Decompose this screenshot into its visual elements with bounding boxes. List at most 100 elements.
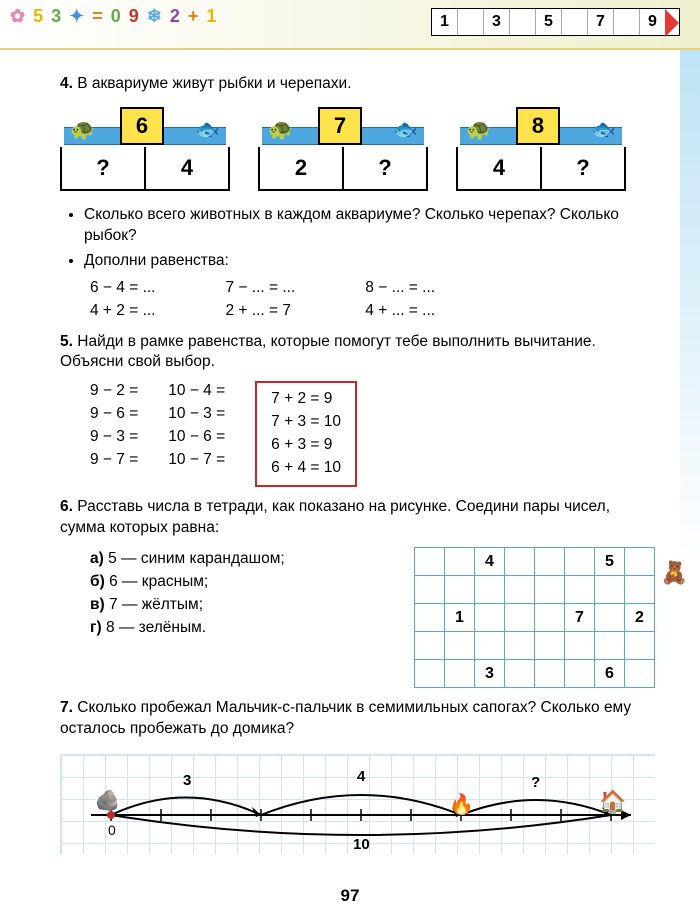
task-7: 7. Сколько пробежал Мальчик-с-пальчик в … — [60, 698, 655, 854]
grid-cell — [625, 547, 655, 575]
grid-cell — [625, 575, 655, 603]
grid-cell — [475, 631, 505, 659]
equation: 6 + 3 = 9 — [271, 435, 341, 456]
list-key: в) — [90, 596, 105, 613]
task6-list: а) 5 — синим карандашом; б) 6 — красным;… — [90, 549, 396, 639]
ruler-cell — [614, 9, 640, 35]
grid-cell — [445, 547, 475, 575]
ruler-cell: 1 — [432, 9, 458, 35]
ruler-cell: 7 — [588, 9, 614, 35]
svg-text:🔥: 🔥 — [449, 792, 474, 816]
grid-cell: 1 — [445, 603, 475, 631]
list-text: — синим карандашом; — [121, 550, 285, 567]
aquarium-total: 8 — [516, 107, 560, 145]
svg-text:10: 10 — [353, 836, 370, 853]
equation: 4 + 2 = ... — [90, 301, 156, 322]
task-5: 5. Найди в рамке равенства, которые помо… — [60, 332, 655, 488]
grid-cell — [445, 575, 475, 603]
grid-cell — [625, 631, 655, 659]
task-number: 6. — [60, 498, 73, 515]
task5-col1: 9 − 2 = 9 − 6 = 9 − 3 = 9 − 7 = — [90, 381, 138, 487]
grid-cell — [535, 603, 565, 631]
equation: 9 − 3 = — [90, 427, 138, 448]
aquarium-cell: 2 — [260, 147, 344, 189]
task-number: 5. — [60, 333, 73, 350]
fish-icon: 🐟 — [393, 117, 418, 144]
equation: 10 − 4 = — [168, 381, 225, 402]
grid-cell — [505, 575, 535, 603]
turtle-icon: 🐢 — [466, 117, 491, 144]
grid-cell — [505, 631, 535, 659]
task-number: 7. — [60, 699, 73, 716]
fish-icon: 🐟 — [591, 117, 616, 144]
ruler-cell: 9 — [640, 9, 666, 35]
task5-redbox: 7 + 2 = 9 7 + 3 = 10 6 + 3 = 9 6 + 4 = 1… — [255, 381, 357, 487]
list-text: — зелёным. — [119, 619, 206, 636]
header-band: ✿53 ✦= 09 ❄2 +1 1 3 5 7 9 — [0, 0, 700, 50]
equation: 4 + ... = ... — [365, 301, 435, 322]
task-text: Расставь числа в тетради, как показано н… — [60, 498, 610, 536]
list-key: б) — [90, 573, 105, 590]
aquarium-cell: ? — [542, 147, 624, 189]
aquarium-total: 7 — [318, 107, 362, 145]
task4-equations: 6 − 4 = ... 4 + 2 = ... 7 − ... = ... 2 … — [90, 278, 655, 322]
equation: 8 − ... = ... — [365, 278, 435, 299]
numline-zero: 0 — [108, 822, 116, 838]
grid-cell — [475, 603, 505, 631]
ruler-cell: 3 — [484, 9, 510, 35]
grid-cell — [535, 547, 565, 575]
grid-cell: 6 — [595, 659, 625, 687]
grid-cell — [625, 659, 655, 687]
list-key: г) — [90, 619, 102, 636]
task-text: В аквариуме живут рыбки и черепахи. — [77, 75, 351, 92]
grid-cell — [535, 631, 565, 659]
equation: 7 + 2 = 9 — [271, 389, 341, 410]
equation: 10 − 7 = — [168, 450, 225, 471]
equation: 10 − 6 = — [168, 427, 225, 448]
grid-cell — [475, 575, 505, 603]
grid-cell — [415, 659, 445, 687]
svg-text:🪨: 🪨 — [95, 789, 120, 812]
task4-question2: Дополни равенства: — [84, 251, 655, 272]
number-ruler: 1 3 5 7 9 — [431, 8, 680, 36]
task-6: 6. Расставь числа в тетради, как показан… — [60, 497, 655, 688]
grid-cell — [505, 659, 535, 687]
equation: 2 + ... = 7 — [226, 301, 296, 322]
equation: 9 − 2 = — [90, 381, 138, 402]
grid-cell — [565, 547, 595, 575]
grid-cell — [505, 547, 535, 575]
list-text: — красным; — [122, 573, 208, 590]
turtle-icon: 🐢 — [70, 117, 95, 144]
equation: 9 − 7 = — [90, 450, 138, 471]
grid-cell: 7 — [565, 603, 595, 631]
equation: 9 − 6 = — [90, 404, 138, 425]
page-number: 97 — [0, 886, 700, 906]
grid-cell — [595, 575, 625, 603]
svg-text:4: 4 — [357, 768, 366, 785]
equation: 7 + 3 = 10 — [271, 412, 341, 433]
svg-text:?: ? — [531, 774, 540, 791]
grid-cell: 2 — [625, 603, 655, 631]
grid-cell — [595, 631, 625, 659]
aquarium-cell: 4 — [146, 147, 228, 189]
aquarium-row: 🐢 🐟 6 ? 4 🐢 🐟 7 2 ? — [60, 107, 655, 191]
list-num: 6 — [109, 573, 118, 590]
svg-text:🏠: 🏠 — [599, 789, 626, 814]
list-num: 5 — [108, 550, 117, 567]
task-text: Сколько пробежал Мальчик-с-пальчик в сем… — [60, 699, 631, 737]
grid-cell — [445, 659, 475, 687]
ruler-cell — [562, 9, 588, 35]
grid-cell: 3 — [475, 659, 505, 687]
list-num: 7 — [109, 596, 118, 613]
ruler-cell — [458, 9, 484, 35]
task-number: 4. — [60, 75, 73, 92]
grid-cell — [535, 659, 565, 687]
task-4: 4. В аквариуме живут рыбки и черепахи. 🐢… — [60, 74, 655, 322]
grid-cell — [415, 547, 445, 575]
equation: 7 − ... = ... — [226, 278, 296, 299]
grid-cell — [445, 631, 475, 659]
task4-question1: Сколько всего животных в каждом аквариум… — [84, 205, 655, 247]
grid-cell — [565, 575, 595, 603]
grid-cell — [565, 659, 595, 687]
grid-cell — [415, 603, 445, 631]
